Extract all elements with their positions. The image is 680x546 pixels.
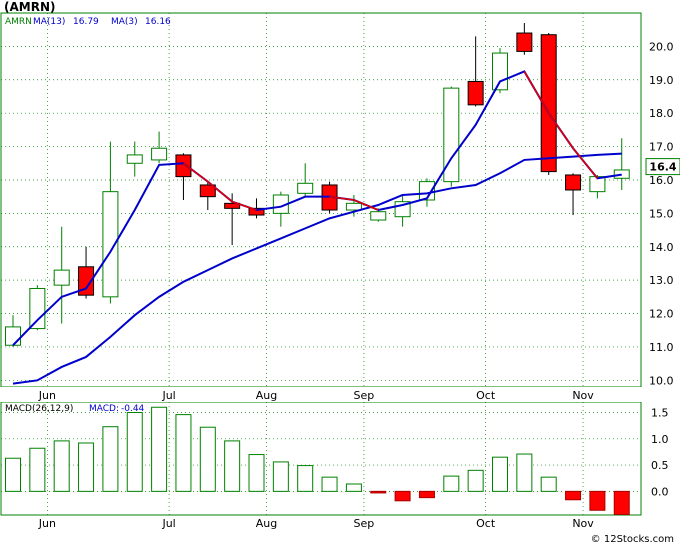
- macd-bar: [492, 456, 508, 492]
- candle-body: [516, 32, 533, 52]
- macd-bar: [78, 442, 95, 492]
- footer-credit: © 12Stocks.com: [590, 534, 674, 545]
- macd-bar: [589, 490, 606, 511]
- macd-bar: [199, 426, 216, 492]
- macd-x-tick-label: Nov: [572, 517, 594, 530]
- candle-body: [5, 326, 21, 346]
- ma3-down-segment: [523, 71, 599, 179]
- price-legend-label: AMRN: [5, 17, 32, 27]
- price-legend-value: 16.16: [145, 17, 171, 27]
- price-x-tick-label: Sep: [354, 389, 375, 402]
- candle-body: [467, 80, 484, 106]
- candle-body: [53, 269, 70, 286]
- candle-body: [345, 202, 362, 211]
- ma3-down-segment: [329, 195, 379, 211]
- macd-bar: [418, 490, 435, 499]
- candle-body: [565, 174, 582, 191]
- candle-body: [175, 154, 192, 178]
- price-x-tick-label: Nov: [572, 389, 594, 402]
- price-y-tick-label: 12.0: [649, 308, 674, 321]
- macd-x-tick-label: Oct: [476, 517, 496, 530]
- macd-bar: [297, 465, 314, 492]
- price-y-tick-label: 11.0: [649, 341, 674, 354]
- macd-bar: [102, 426, 119, 492]
- price-legend-value: 16.79: [73, 17, 99, 27]
- chart-title: (AMRN): [4, 0, 56, 14]
- candle-body: [540, 34, 557, 173]
- ma13-line: [12, 152, 622, 385]
- macd-bar: [53, 440, 70, 492]
- macd-y-tick-label: 0.5: [651, 459, 669, 472]
- candle-body: [370, 211, 387, 221]
- price-y-tick-label: 16.0: [649, 174, 674, 187]
- candle-body: [29, 287, 46, 330]
- macd-x-tick-label: Jun: [38, 517, 56, 530]
- macd-x-tick-label: Jul: [161, 517, 175, 530]
- price-x-tick-label: Jul: [161, 389, 175, 402]
- macd-bar: [321, 476, 338, 492]
- candle-body: [151, 147, 168, 161]
- macd-bar: [272, 461, 289, 492]
- macd-y-tick-label: 1.5: [651, 407, 669, 420]
- macd-bar: [565, 490, 582, 501]
- price-y-tick-label: 17.0: [649, 141, 674, 154]
- macd-bar: [443, 475, 460, 492]
- price-x-tick-label: Jun: [38, 389, 56, 402]
- candle-body: [199, 184, 216, 198]
- macd-bar: [5, 457, 21, 492]
- price-y-tick-label: 15.0: [649, 207, 674, 220]
- macd-bar: [345, 483, 362, 492]
- macd-legend-label: MACD(26,12,9): [5, 404, 73, 414]
- macd-bar: [175, 414, 192, 492]
- price-x-tick-label: Oct: [476, 389, 496, 402]
- macd-y-tick-label: 1.0: [651, 433, 669, 446]
- last-price-label: 16.4: [649, 161, 676, 174]
- price-x-tick-label: Aug: [256, 389, 277, 402]
- macd-bar: [540, 476, 557, 492]
- macd-legend-label: MACD:: [89, 404, 119, 414]
- candle-body: [297, 182, 314, 194]
- macd-x-tick-label: Sep: [354, 517, 375, 530]
- candle-body: [102, 191, 119, 298]
- macd-panel-frame: [0, 401, 642, 516]
- price-y-tick-label: 20.0: [649, 40, 674, 53]
- candle-body: [126, 154, 143, 164]
- candle-body: [224, 202, 241, 209]
- macd-bar: [248, 454, 265, 492]
- macd-bar: [467, 469, 484, 492]
- candle-body: [492, 52, 508, 91]
- macd-bar: [29, 447, 46, 492]
- candle-body: [248, 207, 265, 216]
- ma3-line: [12, 70, 622, 346]
- macd-bar: [613, 490, 630, 515]
- candle-body: [443, 87, 460, 183]
- ma3-down-segment: [182, 162, 257, 211]
- candle-body: [78, 266, 95, 296]
- candle-body: [589, 176, 606, 193]
- price-y-tick-label: 14.0: [649, 241, 674, 254]
- macd-legend-value: -0.44: [121, 404, 145, 414]
- macd-bar: [516, 453, 533, 492]
- price-y-tick-label: 18.0: [649, 107, 674, 120]
- macd-bar: [370, 490, 387, 494]
- x-axis-strip: [0, 387, 680, 402]
- macd-bar: [151, 406, 168, 492]
- macd-bar: [126, 412, 143, 492]
- price-legend-label: MA(3): [111, 17, 138, 27]
- macd-bar: [394, 490, 411, 502]
- macd-bar: [224, 440, 241, 492]
- last-price-tag: [645, 158, 680, 176]
- price-legend-label: MA(13): [33, 17, 65, 27]
- macd-y-tick-label: 0.0: [651, 485, 669, 498]
- price-y-tick-label: 13.0: [649, 274, 674, 287]
- price-y-tick-label: 19.0: [649, 74, 674, 87]
- candle-body: [613, 169, 630, 179]
- macd-x-tick-label: Aug: [256, 517, 277, 530]
- price-y-tick-label: 10.0: [649, 374, 674, 387]
